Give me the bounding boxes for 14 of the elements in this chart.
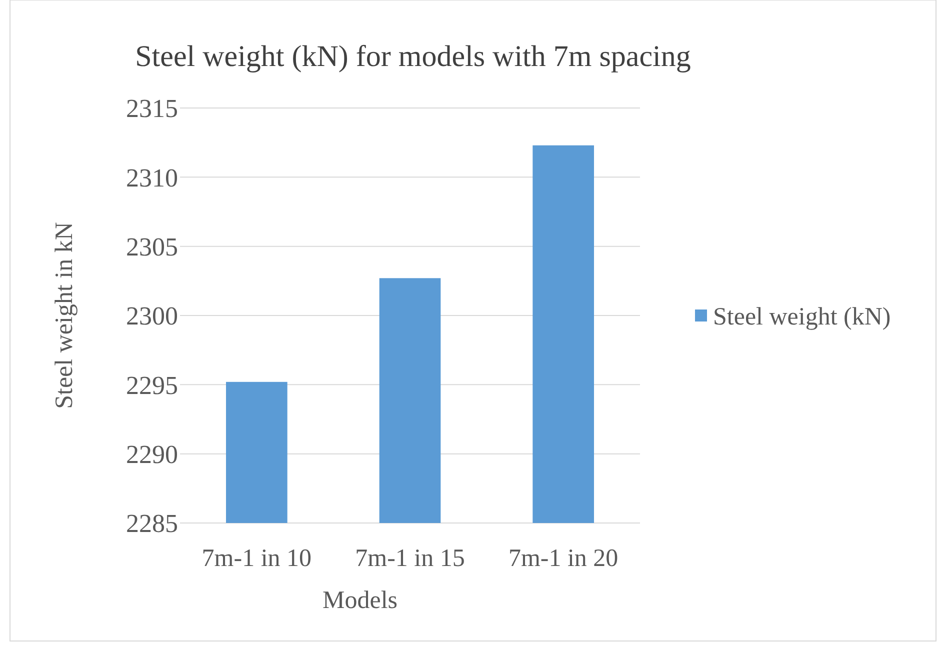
y-tick-label: 2295 xyxy=(126,370,178,400)
y-tick-label: 2290 xyxy=(126,440,178,469)
x-tick-label: 7m-1 in 20 xyxy=(508,545,618,572)
legend-label: Steel weight (kN) xyxy=(713,303,891,330)
y-tick-label: 2305 xyxy=(126,232,178,262)
x-tick-label: 7m-1 in 10 xyxy=(202,545,312,572)
x-tick-label: 7m-1 in 15 xyxy=(355,545,465,572)
y-tick-label: 2285 xyxy=(126,509,178,538)
y-tick-label: 2300 xyxy=(126,302,178,331)
y-tick-label: 2315 xyxy=(126,94,178,124)
chart-title: Steel weight (kN) for models with 7m spacing xyxy=(135,40,691,73)
y-axis-title: Steel weight in kN xyxy=(51,222,78,409)
x-axis-title: Models xyxy=(322,587,398,614)
y-tick-label: 2310 xyxy=(126,163,178,192)
